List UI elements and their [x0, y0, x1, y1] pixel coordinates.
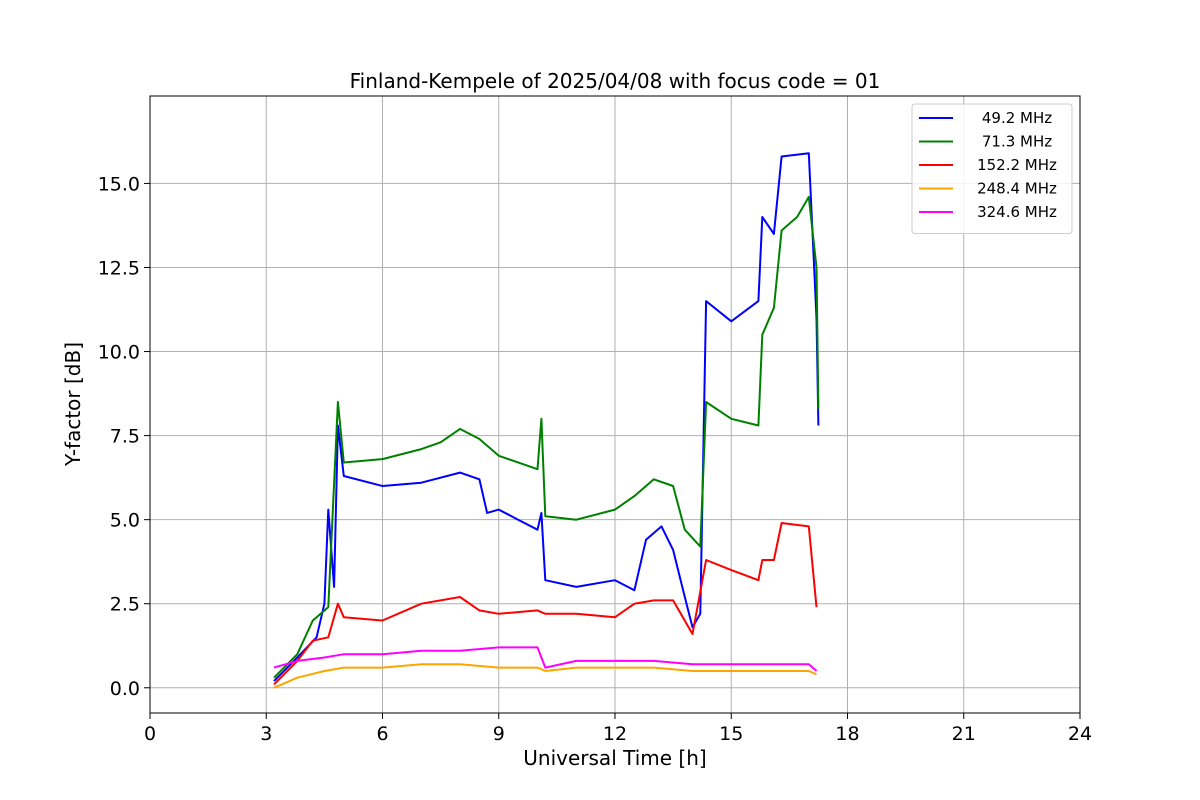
series-layer: [273, 152, 820, 689]
x-tick-label: 3: [260, 723, 272, 745]
grid-lines: [149, 96, 1081, 713]
x-tick-label: 24: [1068, 723, 1092, 745]
x-tick-label: 15: [719, 723, 743, 745]
x-tick-label: 18: [835, 723, 859, 745]
series-line-4: [273, 663, 817, 689]
chart-title: Finland-Kempele of 2025/04/08 with focus…: [350, 69, 881, 93]
y-tick-label: 0.0: [110, 678, 140, 700]
x-tick-label: 6: [376, 723, 388, 745]
series-line-1: [273, 152, 820, 682]
y-axis-label: Y-factor [dB]: [61, 342, 85, 467]
legend-label: 71.3 MHz: [982, 133, 1052, 151]
axis-ticks: 0 3 6 9 12 15 18 21 24 0.0 2.5 5.0 7.5 10.0 12.5 15.0: [98, 173, 1092, 745]
y-tick-label: 10.0: [98, 342, 140, 364]
y-tick-label: 5.0: [110, 510, 140, 532]
legend-label: 324.6 MHz: [977, 203, 1057, 221]
series-line-2: [273, 195, 820, 679]
x-tick-label: 9: [493, 723, 505, 745]
x-tick-label: 21: [952, 723, 976, 745]
x-tick-label: 12: [603, 723, 627, 745]
y-tick-label: 7.5: [110, 426, 140, 448]
y-tick-label: 12.5: [98, 257, 140, 279]
series-line-3: [273, 522, 818, 686]
series-line-5: [273, 646, 818, 672]
legend-label: 248.4 MHz: [977, 180, 1057, 198]
legend-label: 49.2 MHz: [982, 109, 1052, 127]
x-axis-label: Universal Time [h]: [523, 746, 706, 770]
y-tick-label: 15.0: [98, 173, 140, 195]
y-tick-label: 2.5: [110, 594, 140, 616]
legend-label: 152.2 MHz: [977, 156, 1057, 174]
legend: 49.2 MHz 71.3 MHz 152.2 MHz 248.4 MHz 324.6 …: [911, 103, 1073, 234]
x-tick-label: 0: [144, 723, 156, 745]
legend-box: [911, 103, 1073, 234]
